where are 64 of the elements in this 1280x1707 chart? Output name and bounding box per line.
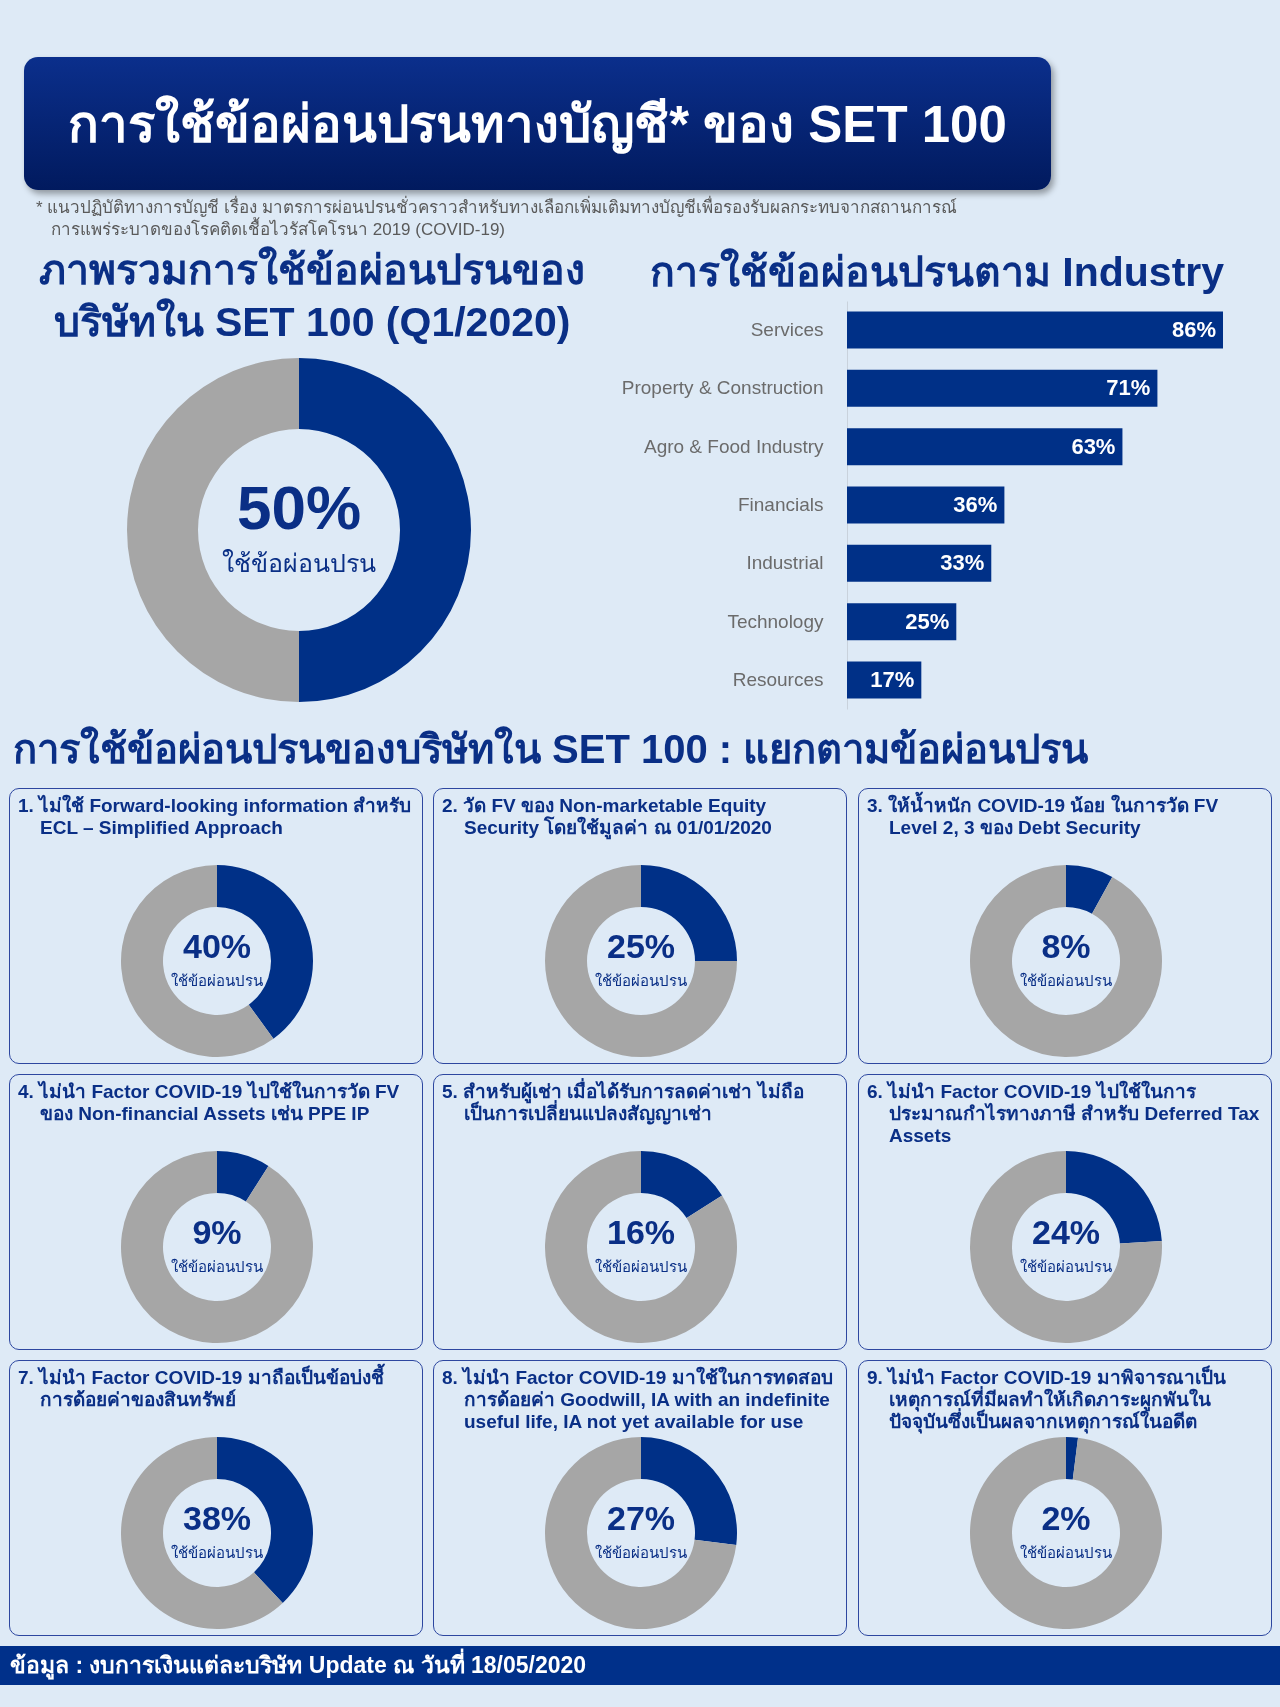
text: * แนวปฏิบัติทางการบัญชี เรื่อง มาตรการผ่อนปรนชั่วคราวสำหรับทางเลือกเพิ่มเติมทางบัญชีเพื่อรองรับผลกระทบจากสถานการณ์การแพร่ระบาดของโรคติดเชื้อไวรัสโคโรนา 2019 (COVID-19) <box>36 197 958 241</box>
bar <box>847 427 1123 465</box>
data-label: 33% <box>940 549 985 575</box>
donut-slice <box>545 1437 737 1629</box>
chart-title: 4. ไม่นำ Factor COVID-19 ไปใช้ในการวัด FV ของ Non-financial Assets เช่น PPE IP <box>18 1081 401 1125</box>
donut-slice <box>121 865 274 1057</box>
chart-title: 9. ไม่นำ Factor COVID-19 มาพิจารณาเป็นเหตุการณ์ที่มีผลทำให้เกิดภาระผูกพันในปัจจุบันซึ่งเป็นผลจากเหตุการณ์ในอดีต <box>867 1367 1227 1433</box>
bar <box>847 485 1005 524</box>
donut-slice <box>1066 865 1113 914</box>
chart-title: 6. ไม่นำ Factor COVID-19 ไปใช้ในการประมาณกำไรทางภาษี สำหรับ Deferred Tax Assets <box>867 1081 1261 1147</box>
data-label: 8% <box>1041 927 1091 965</box>
chart-title: 2. วัด FV ของ Non-marketable Equity Security โดยใช้มูลค่า ณ 01/01/2020 <box>442 795 773 839</box>
data-label: 2% <box>1041 1499 1091 1537</box>
data-label: 16% <box>606 1213 676 1251</box>
bar <box>847 369 1158 407</box>
donut-slice <box>1066 1437 1079 1480</box>
y-tick-label: Resources <box>732 668 824 690</box>
y-tick-label: Industrial <box>746 551 824 573</box>
donut-slice <box>970 1437 1162 1629</box>
slice-label: ใช้ข้อผ่อนปรน <box>171 972 263 989</box>
banner: การใช้ข้อผ่อนปรนทางบัญชี* ของ SET 100 <box>24 57 1051 190</box>
donut-slice <box>121 1437 283 1629</box>
data-label: 40% <box>182 927 252 965</box>
y-tick-label: Services <box>750 318 824 340</box>
donut-slice <box>970 865 1162 1057</box>
data-label: 50% <box>236 473 362 542</box>
slice-label: ใช้ข้อผ่อนปรน <box>1020 972 1112 989</box>
y-tick-label: Financials <box>737 493 824 515</box>
data-label: 25% <box>606 927 676 965</box>
slice-label: ใช้ข้อผ่อนปรน <box>595 1544 687 1561</box>
donut-slice <box>641 1151 723 1219</box>
bar <box>847 544 992 582</box>
donut-slice <box>970 1151 1162 1343</box>
chart-title: การใช้ข้อผ่อนปรนตาม Industry <box>648 247 1226 297</box>
donut-slice <box>217 1151 269 1202</box>
y-tick-label: Property & Construction <box>621 376 824 398</box>
data-label: 63% <box>1071 433 1116 459</box>
text: การใช้ข้อผ่อนปรนของบริษัทใน SET 100 : แยกตามข้อผ่อนปรน <box>13 725 1089 773</box>
slice-label: ใช้ข้อผ่อนปรน <box>222 549 376 577</box>
data-label: 9% <box>192 1213 242 1251</box>
data-label: 17% <box>870 666 915 692</box>
data-label: 86% <box>1171 316 1216 342</box>
data-label: 71% <box>1106 374 1151 400</box>
donut-slice <box>121 1151 313 1343</box>
slice-label: ใช้ข้อผ่อนปรน <box>171 1544 263 1561</box>
data-label: 27% <box>606 1499 676 1537</box>
slice-label: ใช้ข้อผ่อนปรน <box>1020 1258 1112 1275</box>
chart-title: ภาพรวมการใช้ข้อผ่อนปรนของบริษัทใน SET 100 (Q1/2020) <box>38 245 586 347</box>
y-tick-label: Technology <box>727 610 824 632</box>
slice-label: ใช้ข้อผ่อนปรน <box>171 1258 263 1275</box>
donut-slice <box>545 1151 737 1343</box>
chart-title: 8. ไม่นำ Factor COVID-19 มาใช้ในการทดสอบการด้อยค่า Goodwill, IA with an indefinite useful life, IA not yet available for use <box>442 1367 834 1433</box>
bar <box>847 311 1223 349</box>
slice-label: ใช้ข้อผ่อนปรน <box>1020 1544 1112 1561</box>
slice-label: ใช้ข้อผ่อนปรน <box>595 972 687 989</box>
data-label: 25% <box>905 608 950 634</box>
donut-slice <box>545 865 737 1057</box>
data-label: 36% <box>953 491 998 517</box>
slice-label: ใช้ข้อผ่อนปรน <box>595 1258 687 1275</box>
banner: ข้อมูล : งบการเงินแต่ละบริษัท Update ณ วันที่ 18/05/2020 <box>0 1646 1280 1685</box>
data-label: 38% <box>182 1499 252 1537</box>
chart-title: 1. ไม่ใช้ Forward-looking information สำหรับ ECL – Simplified Approach <box>18 795 412 839</box>
data-label: 24% <box>1031 1213 1101 1251</box>
y-tick-label: Agro & Food Industry <box>643 435 824 457</box>
